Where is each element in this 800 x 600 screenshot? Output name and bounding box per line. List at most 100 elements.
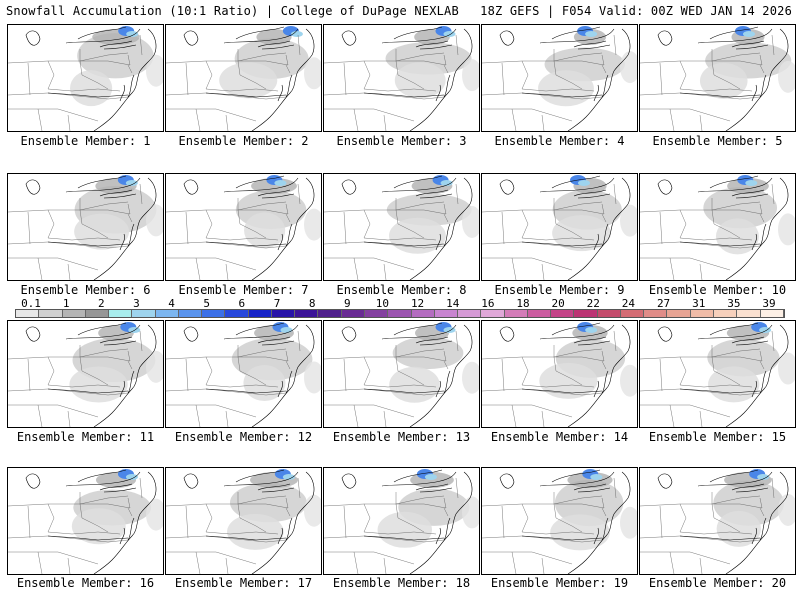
state-border [237,345,289,362]
state-border [195,108,229,131]
snow-moderate-shading [578,180,591,186]
state-border [27,60,109,96]
bay [435,370,451,398]
state-border [47,60,121,92]
coastline [223,469,299,487]
state-border [443,34,459,74]
state-border [8,241,129,249]
colorbar-cell [16,310,40,317]
snow-shading [394,62,446,99]
ensemble-member-caption: Ensemble Member: 4 [494,134,625,148]
state-border [482,535,603,543]
coastline [697,26,773,44]
ensemble-member-caption: Ensemble Member: 15 [648,430,787,444]
coastline [725,28,789,131]
state-border [601,477,617,517]
bay [119,223,135,251]
colorbar-cell [62,310,86,317]
lake [341,179,357,195]
snow-shading [146,350,163,383]
state-border [166,388,287,396]
state-border [679,356,753,388]
snow-shading [256,29,292,45]
state-border [205,209,279,241]
state-border [205,92,287,98]
state-border [324,535,445,543]
colorbar-label: 20 [551,297,565,310]
colorbar-label: 6 [238,297,246,310]
snow-shading [389,366,440,403]
bay [119,74,135,102]
snow-shading [71,508,126,545]
coastline [725,324,789,427]
state-border [511,404,545,427]
colorbar-cell [178,310,203,317]
coastline [99,483,137,493]
state-border [640,241,761,249]
colorbar-label: 3 [133,297,140,310]
state-border [363,388,445,394]
state-border [679,388,761,394]
snow-shading [539,362,598,399]
colorbar-label: 10 [375,297,390,310]
colorbar-label: 18 [516,297,530,310]
snow-moderate-shading [274,180,287,186]
state-border [237,492,289,509]
bay [277,517,293,545]
coastline [409,324,473,427]
ensemble-member-caption: Ensemble Member: 9 [494,283,625,297]
colorbar-cell [737,310,761,317]
ensemble-member-caption: Ensemble Member: 13 [332,430,471,444]
colorbar-label: 7 [273,297,281,310]
state-border [353,551,387,574]
state-border [640,388,761,396]
bay [593,223,609,251]
snow-shading [146,204,163,237]
coastline [697,322,773,340]
state-border [8,388,129,396]
snow-shading [778,493,795,526]
state-border [195,551,229,574]
state-border [8,404,99,418]
lake [657,30,673,46]
colorbar-label: 39 [762,297,776,310]
colorbar-label: 8 [308,297,316,310]
snow-shading [304,361,321,394]
state-border [679,92,761,98]
state-border [285,477,301,517]
coastline [567,177,631,280]
state-border [47,535,129,541]
snow-shading [620,364,637,397]
state-border [8,108,99,122]
bay [119,370,135,398]
colorbar-cell [713,310,738,317]
ensemble-member-map [481,24,638,132]
bay [751,223,767,251]
state-border [8,92,129,100]
state-border [759,183,775,223]
snow-shading [538,70,594,107]
colorbar-label: 2 [97,297,105,310]
state-border [127,183,143,223]
state-border [659,356,741,392]
ensemble-member-map [7,173,164,281]
lake [183,326,199,342]
state-border [185,209,267,245]
snow-shading [716,510,761,547]
colorbar-label: 14 [446,297,460,310]
snowfall-colorbar [15,309,785,318]
colorbar-label: 5 [203,297,211,310]
coastline [567,324,631,427]
colorbar-label: 16 [481,297,495,310]
state-border [363,92,445,98]
state-border [759,330,775,370]
colorbar-label: 27 [656,297,671,310]
snow-moderate-shading [290,31,303,37]
bay [751,74,767,102]
state-border [27,503,109,539]
snow-moderate-shading [742,31,755,37]
state-border [395,492,447,509]
state-border [395,198,447,215]
state-border [482,108,573,122]
colorbar-label: 24 [621,297,636,310]
